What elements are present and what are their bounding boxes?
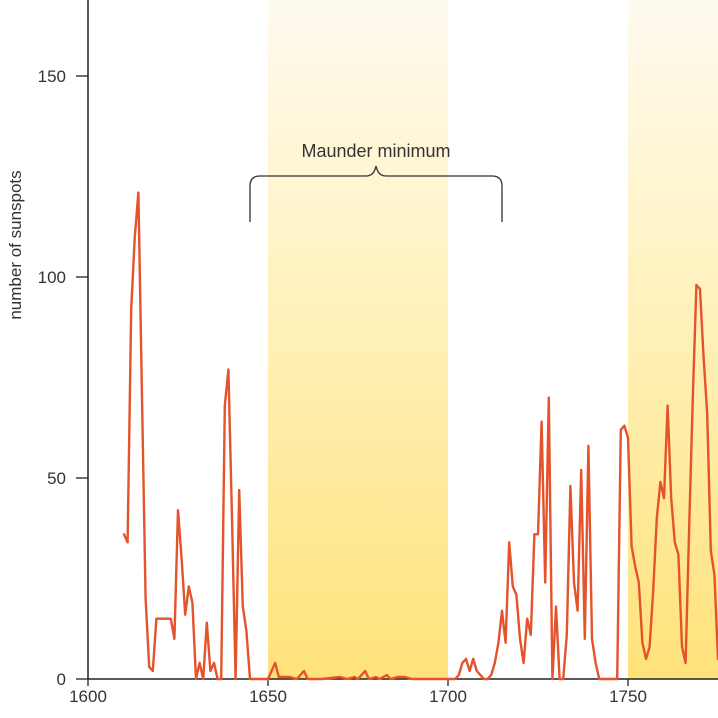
shaded-band-0 xyxy=(268,0,448,679)
y-tick-label: 0 xyxy=(57,670,66,689)
maunder-minimum-annotation: Maunder minimum xyxy=(249,141,503,222)
y-tick-label: 150 xyxy=(38,67,66,86)
x-tick-label: 1750 xyxy=(609,687,647,706)
annotation-brace xyxy=(249,165,503,222)
series-line-0 xyxy=(122,191,718,681)
sunspot-series xyxy=(122,191,718,681)
shaded-bands xyxy=(268,0,718,679)
ticks: 0 50 100 150 1600 1650 1700 1750 xyxy=(38,67,647,706)
x-tick-label: 1600 xyxy=(69,687,107,706)
shaded-band-1 xyxy=(628,0,718,679)
x-tick-label: 1650 xyxy=(249,687,287,706)
x-tick-label: 1700 xyxy=(429,687,467,706)
y-axis-title: number of sunspots xyxy=(6,170,25,319)
y-tick-label: 100 xyxy=(38,268,66,287)
annotation-label: Maunder minimum xyxy=(301,141,450,161)
y-tick-label: 50 xyxy=(47,469,66,488)
